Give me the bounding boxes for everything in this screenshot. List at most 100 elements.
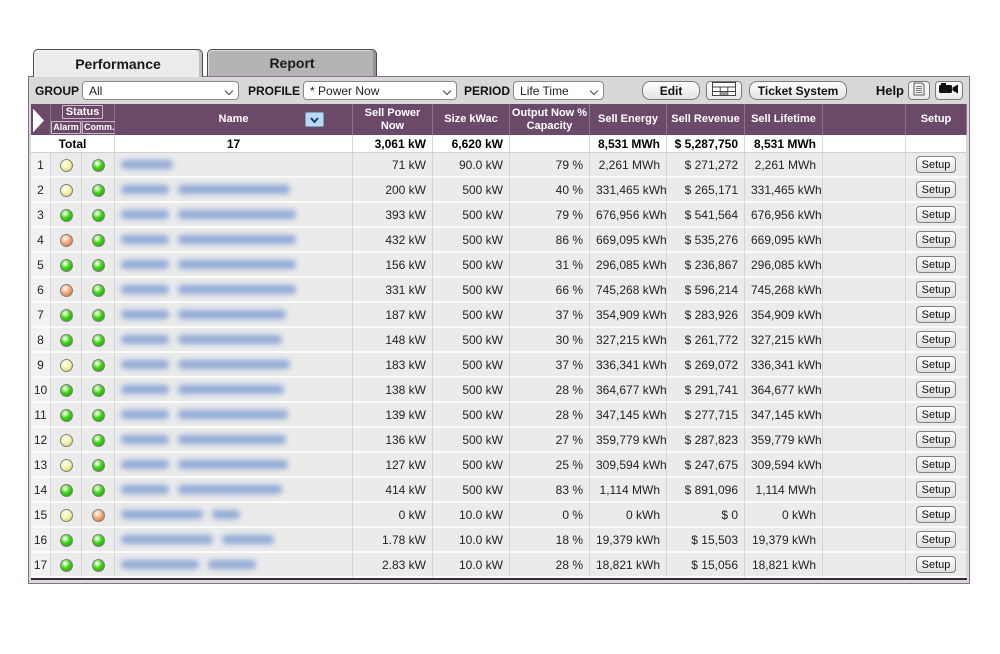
site-name-cell[interactable] (115, 553, 353, 578)
site-name-cell[interactable] (115, 353, 353, 378)
comm-led-icon (91, 233, 105, 247)
cell-size: 500 kW (433, 328, 510, 353)
setup-button[interactable]: Setup (915, 306, 957, 323)
name-header[interactable]: Name (115, 104, 353, 135)
site-name-cell[interactable] (115, 378, 353, 403)
comm-led-icon (91, 308, 105, 322)
cell-power: 139 kW (353, 403, 433, 428)
help-label: Help (875, 83, 904, 98)
site-name-cell[interactable] (115, 528, 353, 553)
alarm-led-icon (59, 358, 73, 372)
comm-led-icon (91, 383, 105, 397)
setup-button[interactable]: Setup (915, 431, 957, 448)
alarm-status-cell (51, 453, 82, 478)
site-name-blurred (121, 178, 346, 201)
cell-capacity: 28 % (510, 378, 590, 403)
cell-revenue: $ 287,823 (667, 428, 745, 453)
setup-button[interactable]: Setup (915, 231, 957, 248)
site-name-cell[interactable] (115, 153, 353, 178)
setup-button[interactable]: Setup (915, 506, 957, 523)
comm-status-cell (82, 353, 115, 378)
site-name-cell[interactable] (115, 328, 353, 353)
setup-button[interactable]: Setup (915, 256, 957, 273)
site-name-cell[interactable] (115, 453, 353, 478)
profile-select[interactable]: * Power Now (303, 81, 458, 100)
help-video-button[interactable] (935, 81, 963, 100)
cell-size: 10.0 kW (433, 528, 510, 553)
cell-size: 500 kW (433, 353, 510, 378)
comm-status-cell (82, 203, 115, 228)
expand-column-header[interactable] (31, 104, 51, 135)
cell-revenue: $ 261,772 (667, 328, 745, 353)
spacer-cell (823, 553, 906, 578)
setup-button[interactable]: Setup (915, 556, 957, 573)
group-select[interactable]: All (82, 81, 240, 100)
site-name-cell[interactable] (115, 403, 353, 428)
site-name-cell[interactable] (115, 203, 353, 228)
group-select-value: All (89, 83, 103, 98)
cell-revenue: $ 891,096 (667, 478, 745, 503)
site-name-cell[interactable] (115, 503, 353, 528)
site-name-cell[interactable] (115, 278, 353, 303)
cell-size: 500 kW (433, 428, 510, 453)
comm-status-cell (82, 303, 115, 328)
table-row: 10 138 kW 500 kW 28 % 364,677 kWh $ 291,… (31, 378, 967, 403)
total-label: Total (31, 135, 115, 153)
table-row: 3 393 kW 500 kW 79 % 676,956 kWh $ 541,5… (31, 203, 967, 228)
table-row: 16 1.78 kW 10.0 kW 18 % 19,379 kWh $ 15,… (31, 528, 967, 553)
setup-button[interactable]: Setup (915, 331, 957, 348)
setup-button[interactable]: Setup (915, 156, 957, 173)
alarm-status-cell (51, 178, 82, 203)
spacer-cell (823, 278, 906, 303)
site-name-cell[interactable] (115, 303, 353, 328)
period-select[interactable]: Life Time (513, 81, 605, 100)
spacer-cell (823, 353, 906, 378)
cell-revenue: $ 271,272 (667, 153, 745, 178)
window-content: GROUP All PROFILE * Power Now PERIOD Lif… (28, 76, 970, 584)
tab-bar: Performance Report (33, 48, 970, 77)
cell-size: 500 kW (433, 478, 510, 503)
site-name-cell[interactable] (115, 228, 353, 253)
video-camera-icon (939, 83, 959, 98)
row-number: 2 (31, 178, 51, 203)
comm-led-icon (91, 508, 105, 522)
cell-power: 156 kW (353, 253, 433, 278)
tab-performance[interactable]: Performance (33, 49, 203, 77)
table-row: 9 183 kW 500 kW 37 % 336,341 kWh $ 269,0… (31, 353, 967, 378)
comm-led-icon (91, 358, 105, 372)
row-number: 9 (31, 353, 51, 378)
setup-button[interactable]: Setup (915, 481, 957, 498)
setup-button[interactable]: Setup (915, 381, 957, 398)
cell-energy: 18,821 kWh (590, 553, 667, 578)
cell-size: 500 kW (433, 203, 510, 228)
site-name-cell[interactable] (115, 478, 353, 503)
setup-button[interactable]: Setup (915, 456, 957, 473)
site-name-blurred (121, 453, 346, 476)
name-sort-dropdown-icon[interactable] (305, 112, 324, 127)
setup-button[interactable]: Setup (915, 406, 957, 423)
cell-revenue: $ 247,675 (667, 453, 745, 478)
tab-report[interactable]: Report (207, 49, 377, 76)
cell-lifetime: 0 kWh (745, 503, 823, 528)
setup-button[interactable]: Setup (915, 356, 957, 373)
setup-button[interactable]: Setup (915, 206, 957, 223)
cell-size: 10.0 kW (433, 553, 510, 578)
site-name-blurred (121, 278, 346, 301)
comm-status-cell (82, 428, 115, 453)
help-doc-button[interactable] (908, 81, 930, 100)
setup-button[interactable]: Setup (915, 281, 957, 298)
grid-view-button[interactable] (706, 81, 743, 100)
spacer-cell (823, 178, 906, 203)
comm-status-cell (82, 278, 115, 303)
setup-cell: Setup (906, 228, 967, 253)
alarm-led-icon (59, 533, 73, 547)
setup-button[interactable]: Setup (915, 531, 957, 548)
period-label: PERIOD (464, 83, 511, 98)
setup-button[interactable]: Setup (915, 181, 957, 198)
site-name-cell[interactable] (115, 428, 353, 453)
site-name-cell[interactable] (115, 253, 353, 278)
cell-power: 2.83 kW (353, 553, 433, 578)
site-name-cell[interactable] (115, 178, 353, 203)
ticket-system-button[interactable]: Ticket System (749, 81, 848, 100)
edit-button[interactable]: Edit (642, 81, 701, 100)
